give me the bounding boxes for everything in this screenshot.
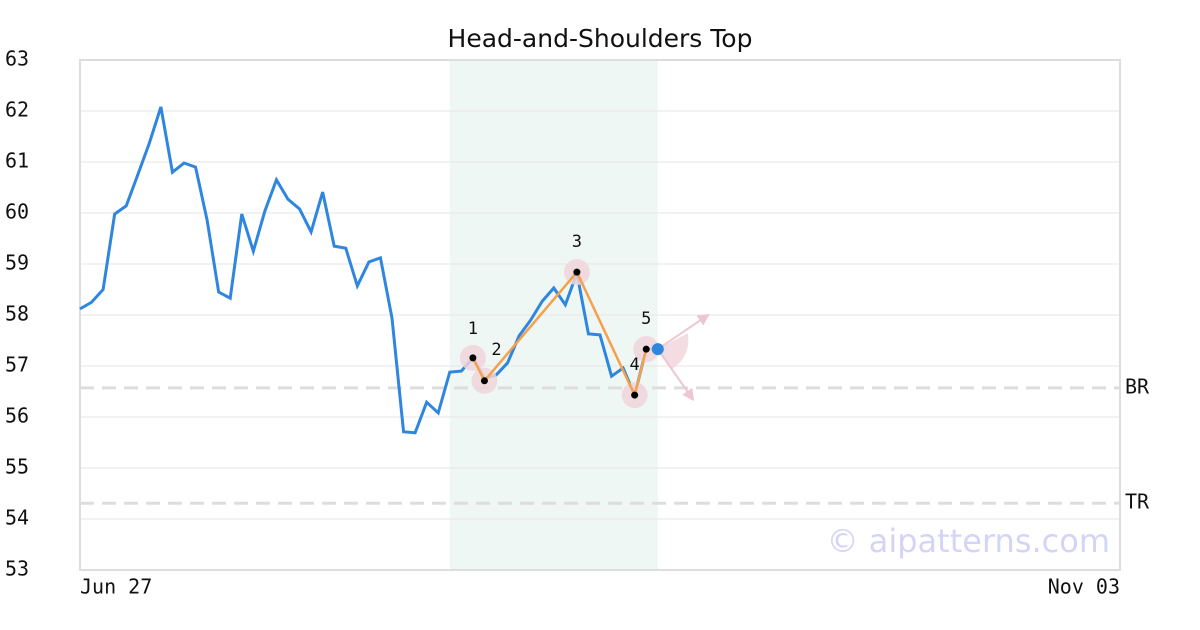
watermark: © aipatterns.com bbox=[827, 522, 1110, 560]
y-tick-label: 60 bbox=[5, 200, 29, 224]
y-tick-label: 62 bbox=[5, 98, 29, 122]
price-line bbox=[79, 106, 658, 435]
y-tick-label: 53 bbox=[5, 557, 29, 581]
projection-arrow bbox=[656, 348, 695, 402]
pattern-label: 3 bbox=[572, 232, 582, 252]
y-tick-label: 55 bbox=[5, 455, 29, 479]
y-tick-label: 58 bbox=[5, 302, 29, 326]
projection-wedge bbox=[657, 333, 689, 370]
y-tick-label: 56 bbox=[5, 404, 29, 428]
pattern-label: 2 bbox=[491, 340, 501, 360]
y-tick-label: 61 bbox=[5, 149, 29, 173]
y-tick-label: 59 bbox=[5, 251, 29, 275]
x-tick-label: Jun 27 bbox=[80, 575, 152, 599]
y-tick-label: 54 bbox=[5, 506, 29, 530]
pattern-point bbox=[469, 354, 477, 362]
x-tick-label: Nov 03 bbox=[1048, 575, 1120, 599]
pattern-point bbox=[642, 345, 650, 353]
pattern-label: 5 bbox=[641, 309, 651, 329]
pattern-label: 4 bbox=[630, 355, 640, 375]
pattern-point bbox=[480, 377, 488, 385]
y-tick-label: 57 bbox=[5, 353, 29, 377]
chart-title: Head-and-Shoulders Top bbox=[448, 24, 753, 53]
level-label: TR bbox=[1125, 490, 1150, 514]
pattern-point bbox=[573, 268, 581, 276]
pattern-label: 1 bbox=[468, 319, 478, 339]
projection-arrow bbox=[657, 313, 710, 350]
y-tick-label: 63 bbox=[5, 47, 29, 71]
pattern-point bbox=[631, 391, 639, 399]
plot-border bbox=[79, 59, 1121, 571]
level-label: BR bbox=[1125, 374, 1150, 398]
last-point bbox=[651, 343, 664, 356]
